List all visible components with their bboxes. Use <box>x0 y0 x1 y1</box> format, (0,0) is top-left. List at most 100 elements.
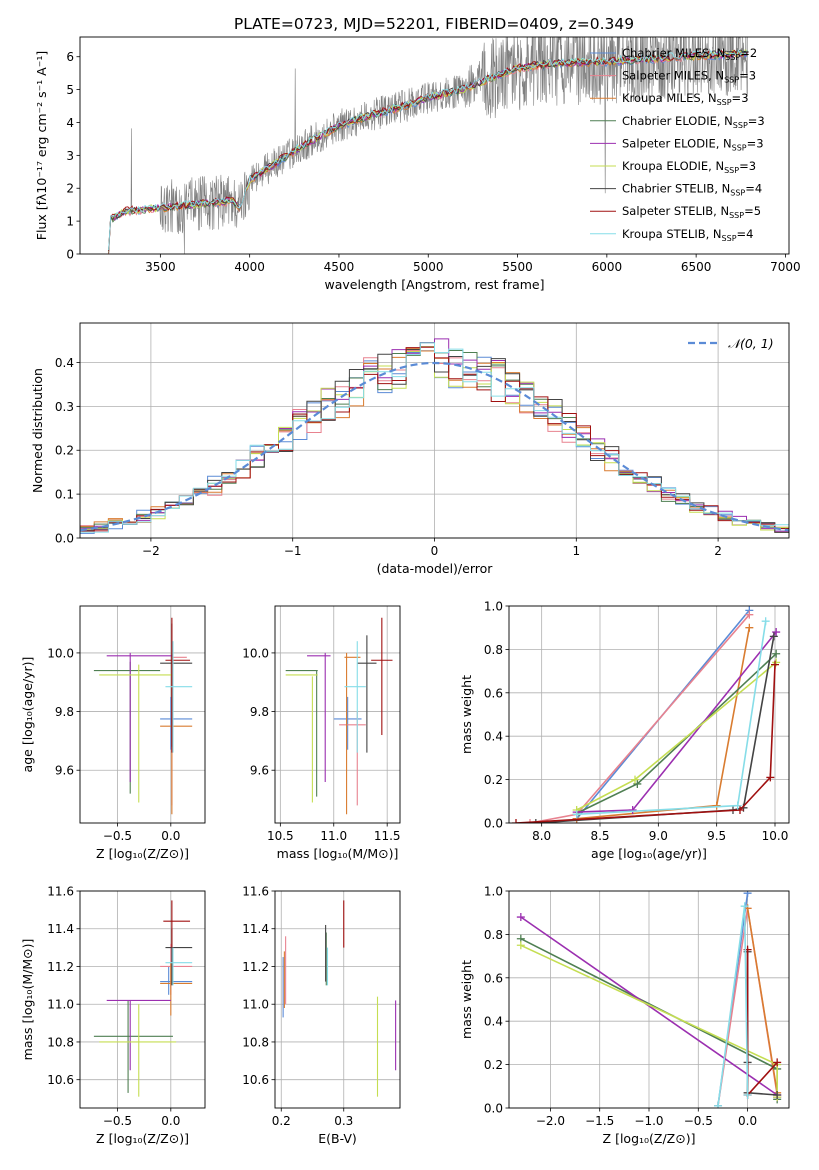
age-vs-Z-xlabel: Z [log₁₀(Z/Z⊙)] <box>96 846 189 861</box>
figure-title: PLATE=0723, MJD=52201, FIBERID=0409, z=0… <box>234 15 634 33</box>
chart-layer: 3500 4000 4500 5000 5500 6000 6500 7000 0 1 2 3 4 5 6 w… <box>20 36 801 1146</box>
x-tick-label: 10.0 <box>762 829 789 843</box>
mass-weight-marker <box>761 617 770 626</box>
y-tick-label: 11.6 <box>242 885 269 899</box>
x-tick-label: −2 <box>142 544 160 558</box>
y-tick-label: 9.6 <box>55 764 74 778</box>
mass-weight-line <box>515 664 776 823</box>
x-tick-label: 0 <box>431 544 439 558</box>
mass-weight-marker <box>773 1058 782 1067</box>
legend-label: Salpeter MILES, NSSP=3 <box>622 69 756 85</box>
x-tick-label: 8.5 <box>590 829 609 843</box>
massweight-vs-Z-xlabel: Z [log₁₀(Z/Z⊙)] <box>603 1131 696 1146</box>
y-tick-label: 11.6 <box>47 885 74 899</box>
massweight-vs-age-ylabel: mass weight <box>459 675 474 754</box>
x-tick-label: 5500 <box>502 260 533 274</box>
x-tick-label: 1 <box>572 544 580 558</box>
y-tick-label: 11.2 <box>47 960 74 974</box>
y-tick-label: 11.2 <box>242 960 269 974</box>
age-vs-Z-axes: −0.5 0.0 9.6 9.8 10.0 Z [log₁₀(Z/Z⊙)] age [log… <box>20 606 205 861</box>
legend-label: Chabrier MILES, NSSP=2 <box>622 46 757 62</box>
spectrum-axes: 3500 4000 4500 5000 5500 6000 6500 7000 0 1 2 3 4 5 6 w… <box>34 50 801 292</box>
mass-vs-Z-ylabel: mass [log₁₀(M/M⊙)] <box>20 939 35 1061</box>
x-tick-label: 9.5 <box>707 829 726 843</box>
residual-histograms <box>80 338 789 534</box>
y-tick-label: 1 <box>66 215 74 229</box>
mass-weight-marker <box>743 1090 752 1099</box>
mass-weight-marker <box>516 913 525 922</box>
legend-label: Salpeter STELIB, NSSP=5 <box>622 204 761 220</box>
legend-label: Kroupa ELODIE, NSSP=3 <box>622 159 756 175</box>
mass-weight-marker <box>772 628 781 637</box>
normal-curve <box>80 361 789 532</box>
massweight-vs-Z-axes: −2.0 −1.5 −1.0 −0.5 0.0 0.0 0.2 0.4 0.6 0.8 1.0 Z [… <box>459 885 789 1146</box>
x-tick-label: −1 <box>284 544 302 558</box>
x-tick-label: 11.0 <box>320 829 347 843</box>
x-tick-label: 5000 <box>413 260 444 274</box>
mass-weight-marker <box>772 649 781 658</box>
x-tick-label: −0.5 <box>103 829 132 843</box>
legend-label: Salpeter ELODIE, NSSP=3 <box>622 136 764 152</box>
mass-weight-marker <box>714 1101 723 1108</box>
x-tick-label: 0.3 <box>334 1114 353 1128</box>
mass-weight-marker <box>526 819 534 823</box>
mass-weight-marker <box>769 632 778 641</box>
mass-vs-Z-frame <box>79 890 206 1109</box>
y-tick-label: 10.0 <box>242 646 269 660</box>
y-tick-label: 0.2 <box>55 444 74 458</box>
x-tick-label: 4500 <box>324 260 355 274</box>
y-tick-label: 0.8 <box>484 643 503 657</box>
y-tick-label: 10.8 <box>242 1035 269 1049</box>
age-vs-Z-points <box>93 617 193 815</box>
x-tick-label: −2.0 <box>536 1114 565 1128</box>
x-tick-label: 0.2 <box>272 1114 291 1128</box>
mass-weight-line <box>746 949 778 1098</box>
x-tick-label: 2 <box>714 544 722 558</box>
y-tick-label: 0.2 <box>484 1058 503 1072</box>
y-tick-label: 0.6 <box>484 971 503 985</box>
massweight-vs-age-axes: 8.0 8.5 9.0 9.5 10.0 0.0 0.2 0.4 0.6 0.8 1.0 age [l… <box>459 600 789 861</box>
mass-vs-Z-xlabel: Z [log₁₀(Z/Z⊙)] <box>96 1131 189 1146</box>
y-tick-label: 10.6 <box>242 1073 269 1087</box>
residuals-frame <box>79 322 790 539</box>
y-tick-label: 0 <box>66 248 74 262</box>
mass-weight-marker <box>516 941 525 950</box>
massweight-vs-Z-lines <box>516 891 782 1108</box>
mass-weight-marker <box>531 819 540 823</box>
mass-vs-Z-points <box>93 900 193 1097</box>
y-tick-label: 0.2 <box>484 773 503 787</box>
mass-vs-ebv-points <box>282 900 397 1097</box>
mass-vs-Z-axes: −0.5 0.0 10.6 10.8 11.0 11.2 11.4 11.6 Z [log₁₀(… <box>20 885 205 1146</box>
mass-weight-marker <box>633 779 642 788</box>
mass-weight-marker <box>745 610 754 619</box>
y-tick-label: 10.6 <box>47 1073 74 1087</box>
legend-label: 𝒩(0, 1) <box>728 336 774 351</box>
y-tick-label: 9.8 <box>250 705 269 719</box>
y-tick-label: 0.0 <box>484 1102 503 1116</box>
y-tick-label: 4 <box>66 116 74 130</box>
x-tick-label: 3500 <box>145 260 176 274</box>
x-tick-label: 4000 <box>234 260 265 274</box>
massweight-vs-age-frame <box>508 605 790 824</box>
mass-weight-marker <box>572 810 581 819</box>
mass-vs-ebv-frame <box>274 890 401 1109</box>
y-tick-label: 2 <box>66 182 74 196</box>
mass-weight-marker <box>512 819 520 823</box>
residuals-ylabel: Normed distribution <box>30 368 45 493</box>
spectrum-plot <box>108 37 749 254</box>
x-tick-label: 11.5 <box>374 829 401 843</box>
age-vs-mass-points <box>285 617 393 815</box>
x-tick-label: −1.0 <box>634 1114 663 1128</box>
residual-histogram <box>80 342 789 533</box>
mass-vs-ebv-xlabel: E(B-V) <box>318 1131 357 1146</box>
mass-weight-marker <box>712 801 721 810</box>
massweight-vs-age-xlabel: age [log₁₀(age/yr)] <box>591 846 707 861</box>
residuals-xlabel: (data-model)/error <box>377 561 494 576</box>
x-tick-label: 6500 <box>681 260 712 274</box>
y-tick-label: 10.0 <box>47 646 74 660</box>
y-tick-label: 0.0 <box>55 532 74 546</box>
x-tick-label: 7000 <box>770 260 801 274</box>
x-tick-label: 9.0 <box>649 829 668 843</box>
legend-label: Kroupa STELIB, NSSP=4 <box>622 227 754 243</box>
y-tick-label: 11.0 <box>47 998 74 1012</box>
